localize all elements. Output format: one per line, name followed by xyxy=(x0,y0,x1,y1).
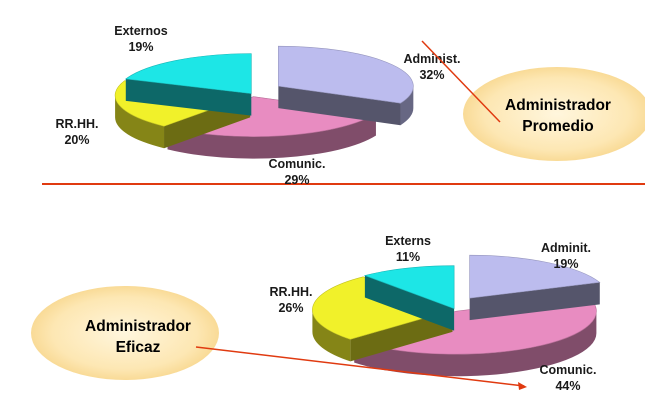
value-externos-top: 19% xyxy=(128,40,153,54)
arrow-bottom xyxy=(195,346,525,387)
value-comunic-top: 29% xyxy=(284,173,309,187)
bubble-eficaz xyxy=(31,286,219,380)
label-rrhh-top: RR.HH. xyxy=(55,117,98,131)
slice-admin xyxy=(278,45,414,104)
label-admin-bottom: Adminit. xyxy=(541,241,591,255)
slice-admin xyxy=(469,254,601,299)
slice-rrhh-rim xyxy=(115,95,165,149)
arrow-top xyxy=(421,40,501,123)
value-admin-top: 32% xyxy=(419,68,444,82)
value-comunic-bottom: 44% xyxy=(555,379,580,393)
label-comunic-bottom: Comunic. xyxy=(540,363,597,377)
value-rrhh-bottom: 26% xyxy=(278,301,303,315)
label-admin-top: Administ. xyxy=(404,52,461,66)
value-externs-bottom: 11% xyxy=(396,250,420,264)
bubble-promedio-line1: Administrador xyxy=(505,97,611,114)
slice-externos xyxy=(363,265,455,310)
slice-externos-wall xyxy=(364,275,455,331)
label-externs-bottom: Externs xyxy=(385,234,431,248)
bubble-eficaz-line1: Administrador xyxy=(85,318,191,335)
label-comunic-top: Comunic. xyxy=(269,157,326,171)
label-externos-top: Externos xyxy=(114,24,168,38)
slice-rrhh xyxy=(312,276,454,340)
value-rrhh-top: 20% xyxy=(64,133,89,147)
slice-externos-wall xyxy=(125,78,252,116)
slice-comunic-rim xyxy=(167,113,376,159)
bubble-promedio xyxy=(463,67,645,161)
slice-comunic-rim xyxy=(354,311,597,377)
slice-admin-wall xyxy=(278,86,401,126)
slice-admin-wall xyxy=(469,282,600,321)
slice-rrhh-wall xyxy=(350,309,453,362)
pie-chart-promedio xyxy=(114,45,414,159)
bubble-promedio-line2: Promedio xyxy=(522,118,593,135)
pie-chart-eficaz xyxy=(312,254,601,377)
slice-rrhh-rim xyxy=(312,309,351,362)
label-rrhh-bottom: RR.HH. xyxy=(269,285,312,299)
value-admin-bottom: 19% xyxy=(553,257,578,271)
bubble-eficaz-line2: Eficaz xyxy=(116,339,161,356)
arrow-bottom-head xyxy=(518,382,527,390)
slice-externos xyxy=(125,53,252,94)
slice-admin-rim xyxy=(400,86,414,126)
